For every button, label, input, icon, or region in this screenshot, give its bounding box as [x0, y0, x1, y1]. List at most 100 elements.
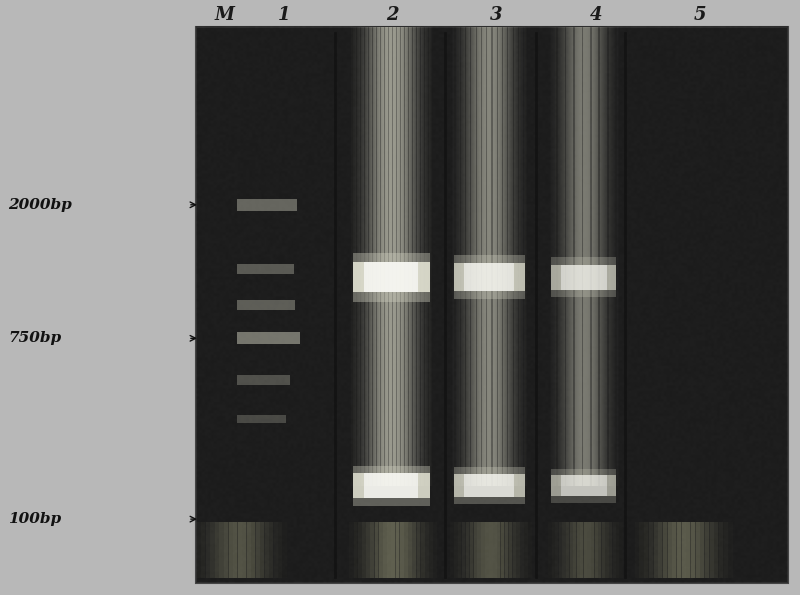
- Bar: [588, 27, 590, 486]
- Bar: [573, 522, 580, 578]
- Bar: [215, 522, 223, 578]
- Bar: [573, 27, 574, 486]
- Bar: [454, 263, 525, 291]
- Bar: [566, 522, 573, 578]
- Bar: [399, 27, 402, 486]
- Bar: [614, 27, 617, 486]
- Bar: [450, 522, 458, 578]
- Bar: [269, 522, 278, 578]
- Bar: [551, 257, 616, 297]
- Bar: [367, 27, 370, 486]
- Bar: [517, 522, 524, 578]
- Bar: [644, 522, 653, 578]
- Bar: [405, 27, 407, 486]
- Bar: [558, 27, 560, 486]
- Bar: [353, 253, 430, 302]
- Bar: [491, 27, 494, 486]
- Bar: [603, 27, 605, 486]
- Bar: [408, 522, 416, 578]
- Bar: [502, 27, 505, 486]
- Bar: [464, 474, 514, 497]
- Bar: [454, 27, 455, 486]
- Bar: [467, 27, 469, 486]
- Bar: [366, 522, 374, 578]
- Bar: [229, 522, 237, 578]
- Text: 1: 1: [278, 6, 290, 24]
- Bar: [458, 522, 466, 578]
- Bar: [511, 27, 514, 486]
- Bar: [470, 522, 477, 578]
- Bar: [238, 300, 295, 310]
- Bar: [421, 522, 429, 578]
- Bar: [562, 522, 569, 578]
- Bar: [510, 27, 512, 486]
- Bar: [358, 522, 366, 578]
- Bar: [411, 27, 414, 486]
- Bar: [601, 27, 603, 486]
- Bar: [555, 522, 562, 578]
- Bar: [490, 27, 493, 486]
- Bar: [357, 27, 359, 486]
- Bar: [505, 27, 507, 486]
- Bar: [375, 27, 378, 486]
- Bar: [493, 522, 501, 578]
- Bar: [374, 27, 377, 486]
- Bar: [566, 27, 568, 486]
- Bar: [574, 27, 577, 486]
- Bar: [552, 27, 554, 486]
- Bar: [502, 27, 503, 486]
- Bar: [501, 522, 508, 578]
- Bar: [238, 375, 290, 385]
- Bar: [580, 522, 587, 578]
- Bar: [354, 27, 357, 486]
- Bar: [561, 265, 606, 290]
- Bar: [596, 27, 598, 486]
- Bar: [379, 27, 382, 486]
- Text: 4: 4: [590, 6, 602, 24]
- Bar: [551, 469, 616, 503]
- Bar: [464, 263, 514, 291]
- Bar: [454, 27, 457, 486]
- Bar: [700, 522, 709, 578]
- Bar: [260, 522, 269, 578]
- Bar: [402, 27, 405, 486]
- Bar: [418, 27, 420, 486]
- Text: 3: 3: [490, 6, 502, 24]
- Bar: [233, 522, 242, 578]
- Bar: [516, 27, 518, 486]
- Bar: [274, 522, 282, 578]
- Bar: [389, 27, 391, 486]
- Bar: [695, 522, 705, 578]
- Bar: [426, 27, 428, 486]
- Bar: [197, 522, 206, 578]
- Bar: [385, 27, 387, 486]
- Bar: [714, 522, 723, 578]
- Bar: [494, 27, 496, 486]
- Bar: [429, 27, 431, 486]
- Bar: [415, 27, 418, 486]
- Bar: [387, 27, 390, 486]
- Bar: [562, 27, 564, 486]
- Bar: [468, 27, 470, 486]
- Text: 750bp: 750bp: [8, 331, 61, 345]
- Bar: [520, 27, 522, 486]
- Bar: [359, 27, 362, 486]
- Bar: [587, 522, 594, 578]
- Bar: [514, 27, 516, 486]
- Bar: [513, 522, 520, 578]
- Bar: [663, 522, 672, 578]
- Bar: [551, 27, 553, 486]
- Bar: [459, 27, 462, 486]
- Bar: [365, 473, 418, 498]
- Bar: [474, 522, 481, 578]
- Bar: [400, 522, 408, 578]
- Bar: [371, 27, 374, 486]
- Bar: [548, 522, 555, 578]
- Bar: [475, 27, 478, 486]
- Bar: [521, 27, 523, 486]
- Bar: [615, 27, 618, 486]
- Bar: [495, 27, 498, 486]
- Bar: [382, 27, 385, 486]
- Bar: [600, 27, 602, 486]
- Bar: [425, 27, 427, 486]
